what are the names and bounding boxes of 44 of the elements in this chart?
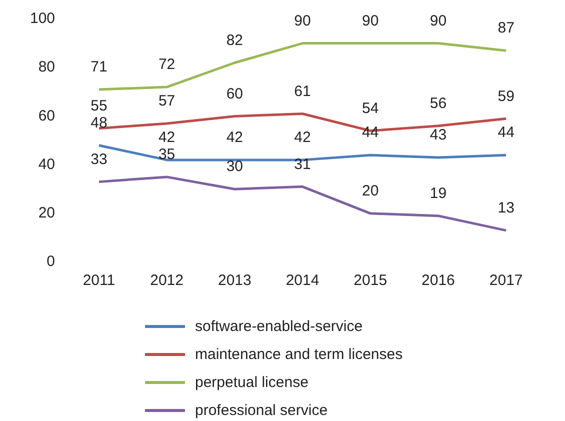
data-label: 13 [498,200,514,217]
data-label: 54 [362,100,379,117]
legend-label: professional service [195,402,328,418]
data-label: 59 [498,88,514,105]
data-label: 42 [158,129,176,146]
x-tick-label: 2014 [286,272,320,290]
data-label: 90 [294,12,311,30]
data-label: 48 [90,114,108,132]
y-tick-label: 0 [46,253,56,270]
data-label: 61 [294,82,311,100]
data-label: 90 [362,12,379,30]
x-tick-label: 2016 [422,272,455,290]
data-label: 43 [430,126,447,144]
y-tick-label: 80 [38,58,56,76]
data-label: 60 [226,85,244,102]
data-label: 30 [226,158,244,176]
data-label: 82 [226,32,244,49]
data-label: 55 [90,97,108,114]
data-label: 71 [90,58,108,76]
data-label: 19 [430,184,447,202]
data-label: 90 [430,12,447,30]
data-label: 33 [90,150,108,168]
y-tick-label: 100 [30,10,56,28]
data-label: 42 [294,129,311,146]
x-tick-label: 2012 [150,272,184,290]
data-label: 20 [362,182,379,200]
data-label: 57 [158,92,176,110]
y-tick-label: 40 [38,156,56,173]
y-tick-label: 60 [38,107,56,124]
data-label: 35 [158,146,176,164]
legend-label: perpetual license [195,374,308,390]
y-tick-label: 20 [38,204,56,222]
legend-label: maintenance and term licenses [195,346,403,362]
data-label: 42 [226,129,244,146]
data-label: 56 [430,95,447,112]
legend-label: software-enabled-service [195,318,363,334]
x-tick-label: 2017 [489,272,523,290]
x-tick-label: 2011 [82,272,116,290]
x-tick-label: 2015 [354,272,388,290]
data-label: 31 [294,156,311,173]
data-label: 87 [498,20,514,37]
data-label: 44 [498,124,514,142]
data-label: 72 [158,56,176,74]
x-tick-label: 2013 [218,272,252,290]
